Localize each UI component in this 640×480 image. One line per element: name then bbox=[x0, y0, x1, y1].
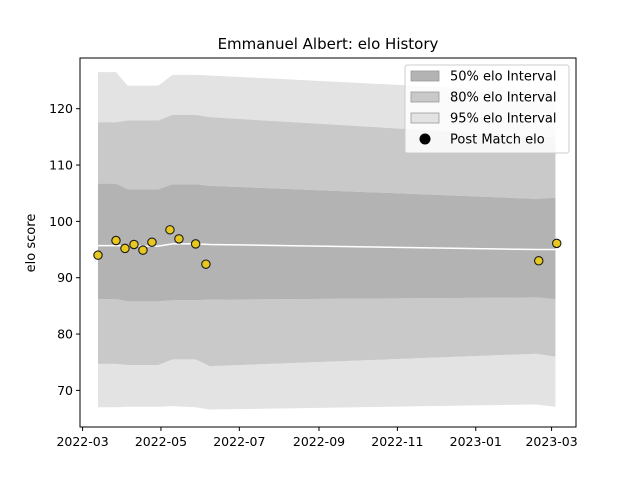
y-tick-label: 90 bbox=[57, 270, 73, 285]
chart-title: Emmanuel Albert: elo History bbox=[218, 35, 439, 53]
x-tick-label: 2023-01 bbox=[450, 434, 502, 449]
data-point bbox=[551, 238, 562, 249]
y-tick-label: 70 bbox=[57, 383, 73, 398]
x-tick-label: 2022-11 bbox=[371, 434, 423, 449]
y-tick-label: 120 bbox=[49, 101, 73, 116]
legend-label: 50% elo Interval bbox=[450, 70, 557, 85]
data-point bbox=[201, 259, 211, 269]
mean-elo-line bbox=[97, 243, 556, 251]
legend-box bbox=[404, 64, 570, 154]
legend-swatch-band_95 bbox=[410, 112, 440, 124]
band-50 bbox=[97, 183, 556, 302]
data-point bbox=[93, 250, 103, 260]
data-point bbox=[533, 256, 544, 266]
legend-swatch-band_80 bbox=[410, 91, 440, 103]
legend-swatch-band_50 bbox=[410, 70, 440, 82]
data-point bbox=[111, 235, 121, 246]
data-point bbox=[138, 245, 148, 255]
data-point bbox=[147, 237, 157, 247]
data-point bbox=[190, 239, 201, 249]
legend-label: 95% elo Interval bbox=[450, 112, 557, 127]
plot-area: 70 80 90 100 110 120 2022-03 2022-05 2022-07 2022… bbox=[49, 57, 578, 449]
axes-frame bbox=[79, 57, 577, 428]
y-tick-label: 110 bbox=[49, 158, 73, 173]
legend: 50% elo Interval 80% elo Interval 95% elo … bbox=[404, 64, 570, 154]
x-tick-label: 2023-03 bbox=[525, 434, 577, 449]
legend-label: Post Match elo bbox=[450, 133, 545, 148]
data-point bbox=[174, 234, 184, 244]
y-tick-label: 100 bbox=[49, 214, 73, 229]
legend-marker-points bbox=[419, 133, 431, 145]
y-tick-label: 80 bbox=[57, 327, 73, 342]
band-95-lower bbox=[97, 353, 556, 410]
data-point bbox=[129, 239, 139, 250]
x-tick-label: 2022-09 bbox=[293, 434, 345, 449]
legend-label: 80% elo Interval bbox=[450, 91, 557, 106]
y-axis-label: elo score bbox=[24, 214, 39, 273]
data-point bbox=[120, 243, 130, 254]
data-point bbox=[165, 225, 175, 235]
band-80-lower bbox=[97, 297, 556, 367]
x-tick-label: 2022-03 bbox=[56, 434, 108, 449]
x-tick-label: 2022-05 bbox=[135, 434, 187, 449]
x-tick-label: 2022-07 bbox=[213, 434, 265, 449]
